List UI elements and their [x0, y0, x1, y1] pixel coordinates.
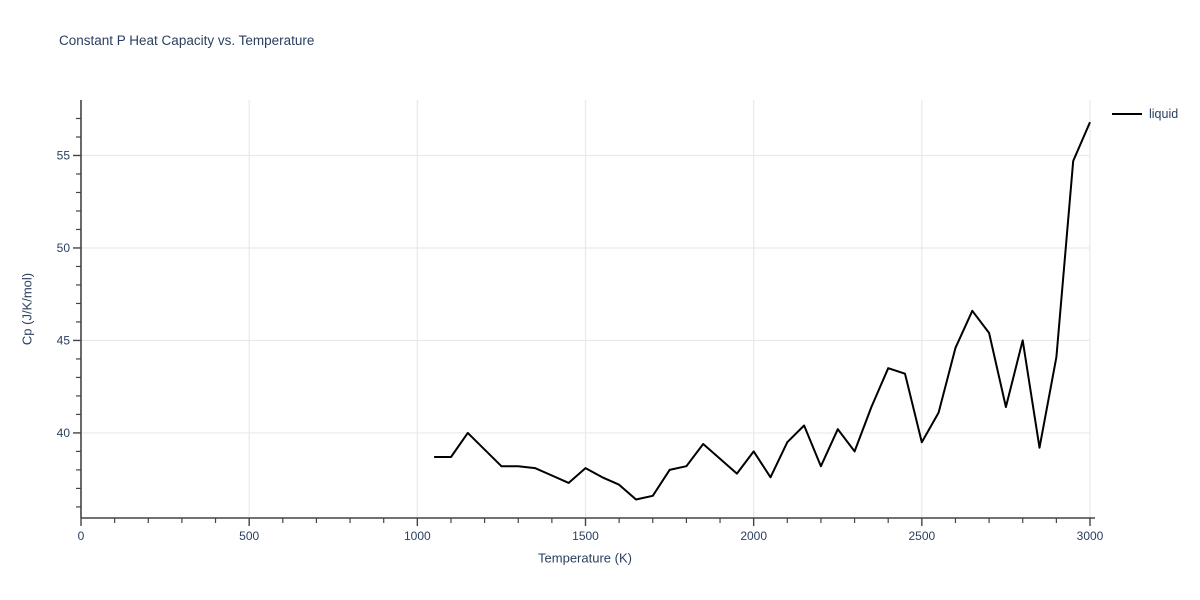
y-tick-label: 55	[57, 149, 71, 163]
x-tick-label: 1500	[572, 529, 599, 543]
legend-item-liquid[interactable]: liquid	[1112, 106, 1178, 122]
y-tick-label: 50	[57, 241, 71, 255]
y-axis-label: Cp (J/K/mol)	[19, 272, 35, 346]
x-tick-label: 3000	[1077, 529, 1104, 543]
series-line-liquid	[434, 121, 1091, 501]
y-tick-label: 45	[57, 334, 71, 348]
x-tick-label: 1000	[404, 529, 431, 543]
legend-line-sample	[1112, 113, 1142, 115]
y-tick-label: 40	[57, 426, 71, 440]
x-tick-label: 500	[239, 529, 259, 543]
x-tick-label: 2500	[908, 529, 935, 543]
x-tick-label: 0	[78, 529, 85, 543]
legend-item-label: liquid	[1149, 107, 1179, 121]
chart-title: Constant P Heat Capacity vs. Temperature	[59, 33, 315, 48]
x-axis-label: Temperature (K)	[538, 550, 632, 566]
legend: liquid	[1112, 106, 1178, 122]
x-tick-label: 2000	[740, 529, 767, 543]
